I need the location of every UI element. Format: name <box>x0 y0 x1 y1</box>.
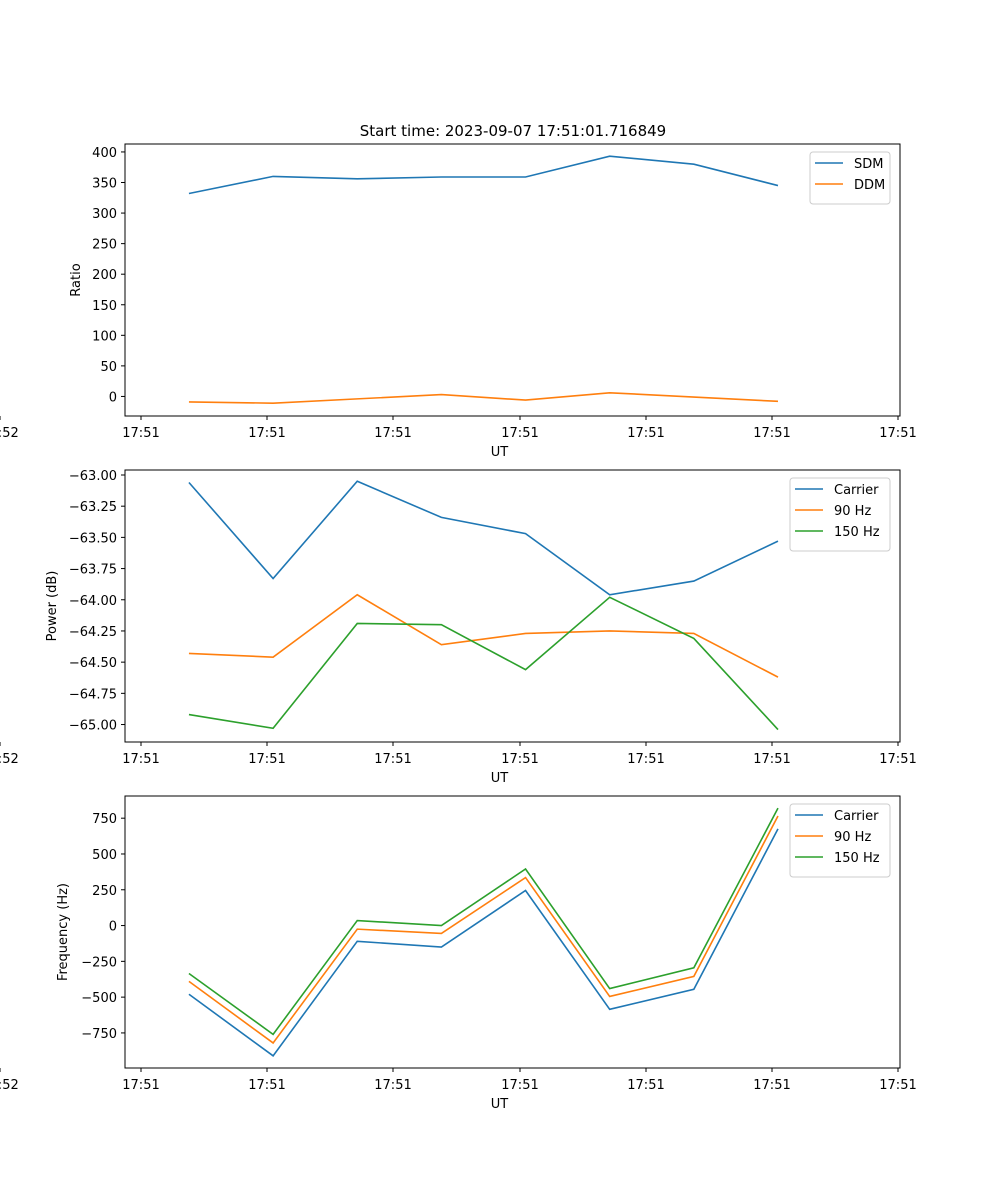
series-line-carrier <box>188 480 779 596</box>
y-tick-label: −500 <box>81 991 117 1006</box>
x-tick-label: 17:51 <box>501 752 538 767</box>
legend-label: DDM <box>854 178 885 193</box>
legend: SDM DDM <box>809 151 891 205</box>
x-tick-label: 17:51 <box>122 752 159 767</box>
x-tick-label: 17:51 <box>248 426 285 441</box>
y-tick-label: 50 <box>100 360 117 375</box>
plot-area-frame <box>124 795 901 1069</box>
y-tick-label: −64.75 <box>69 687 117 702</box>
legend-label: 150 Hz <box>834 525 880 540</box>
y-tick-label: −64.25 <box>69 625 117 640</box>
y-tick-label: −64.00 <box>69 594 117 609</box>
legend-label: 90 Hz <box>834 504 871 519</box>
series-line-90-hz <box>188 815 779 1045</box>
y-axis-label: Frequency (Hz) <box>56 883 71 981</box>
series-line-150-hz <box>188 596 779 731</box>
legend-label: 150 Hz <box>834 851 880 866</box>
x-tick-label: 17:51 <box>627 1078 664 1093</box>
series-line-carrier <box>188 828 779 1057</box>
x-tick-label: 17:51 <box>374 426 411 441</box>
x-axis-label: UT <box>491 771 509 786</box>
y-tick-label: 100 <box>92 329 117 344</box>
plot-area-frame <box>124 143 901 417</box>
legend-box <box>809 151 891 205</box>
x-tick-label: 17:51 <box>501 1078 538 1093</box>
y-tick-label: 400 <box>92 146 117 161</box>
y-tick-label: 250 <box>92 884 117 899</box>
x-tick-label: 17:51 <box>501 426 538 441</box>
y-tick-label: 0 <box>109 920 117 935</box>
y-tick-label: −64.50 <box>69 656 117 671</box>
x-tick-label: 17:52 <box>0 1078 19 1093</box>
x-tick-label: 17:51 <box>753 1078 790 1093</box>
legend-label: Carrier <box>834 809 879 824</box>
series-line-90-hz <box>188 593 779 678</box>
x-tick-label: 17:51 <box>248 752 285 767</box>
legend-box <box>789 477 891 552</box>
chart-panel-2: 17:51 17:51 17:51 17:51 17:51 17:51 17:51 17:52… <box>0 469 917 786</box>
legend-label: 90 Hz <box>834 830 871 845</box>
x-tick-label: 17:51 <box>627 426 664 441</box>
x-tick-label: 17:51 <box>879 426 916 441</box>
y-tick-label: 300 <box>92 207 117 222</box>
x-tick-label: 17:51 <box>753 752 790 767</box>
x-tick-label: 17:52 <box>0 752 19 767</box>
x-axis-label: UT <box>491 445 509 460</box>
x-tick-label: 17:51 <box>122 426 159 441</box>
y-tick-label: −63.75 <box>69 563 117 578</box>
legend-box <box>789 803 891 878</box>
legend: Carrier 90 Hz 150 Hz <box>789 803 891 878</box>
x-tick-label: 17:51 <box>879 752 916 767</box>
figure-title: Start time: 2023-09-07 17:51:01.716849 <box>360 122 666 140</box>
x-tick-label: 17:51 <box>753 426 790 441</box>
y-tick-label: 750 <box>92 812 117 827</box>
legend-label: Carrier <box>834 483 879 498</box>
x-axis-label: UT <box>491 1097 509 1112</box>
y-tick-label: 250 <box>92 238 117 253</box>
y-axis-label: Power (dB) <box>45 571 60 642</box>
plot-area-frame <box>124 469 901 743</box>
y-axis-label: Ratio <box>69 263 84 296</box>
legend: Carrier 90 Hz 150 Hz <box>789 477 891 552</box>
x-tick-label: 17:51 <box>879 1078 916 1093</box>
x-tick-label: 17:51 <box>374 752 411 767</box>
y-tick-label: −65.00 <box>69 719 117 734</box>
x-tick-label: 17:52 <box>0 426 19 441</box>
y-tick-label: −63.50 <box>69 531 117 546</box>
y-tick-label: −750 <box>81 1027 117 1042</box>
chart-panel-3: 17:51 17:51 17:51 17:51 17:51 17:51 17:51 17:52… <box>0 795 917 1112</box>
y-tick-label: −250 <box>81 955 117 970</box>
x-tick-label: 17:51 <box>248 1078 285 1093</box>
y-tick-label: −63.00 <box>69 469 117 484</box>
y-tick-label: 200 <box>92 268 117 283</box>
y-tick-label: −63.25 <box>69 500 117 515</box>
chart-panel-1: 17:51 17:51 17:51 17:51 17:51 17:51 17:51 17:52… <box>0 143 917 460</box>
series-line-ddm <box>188 391 779 404</box>
series-line-150-hz <box>188 807 779 1036</box>
legend-label: SDM <box>854 157 883 172</box>
y-tick-label: 150 <box>92 299 117 314</box>
y-tick-label: 350 <box>92 177 117 192</box>
x-tick-label: 17:51 <box>122 1078 159 1093</box>
y-tick-label: 0 <box>109 390 117 405</box>
series-line-sdm <box>188 155 779 195</box>
x-tick-label: 17:51 <box>627 752 664 767</box>
x-tick-label: 17:51 <box>374 1078 411 1093</box>
y-tick-label: 500 <box>92 848 117 863</box>
